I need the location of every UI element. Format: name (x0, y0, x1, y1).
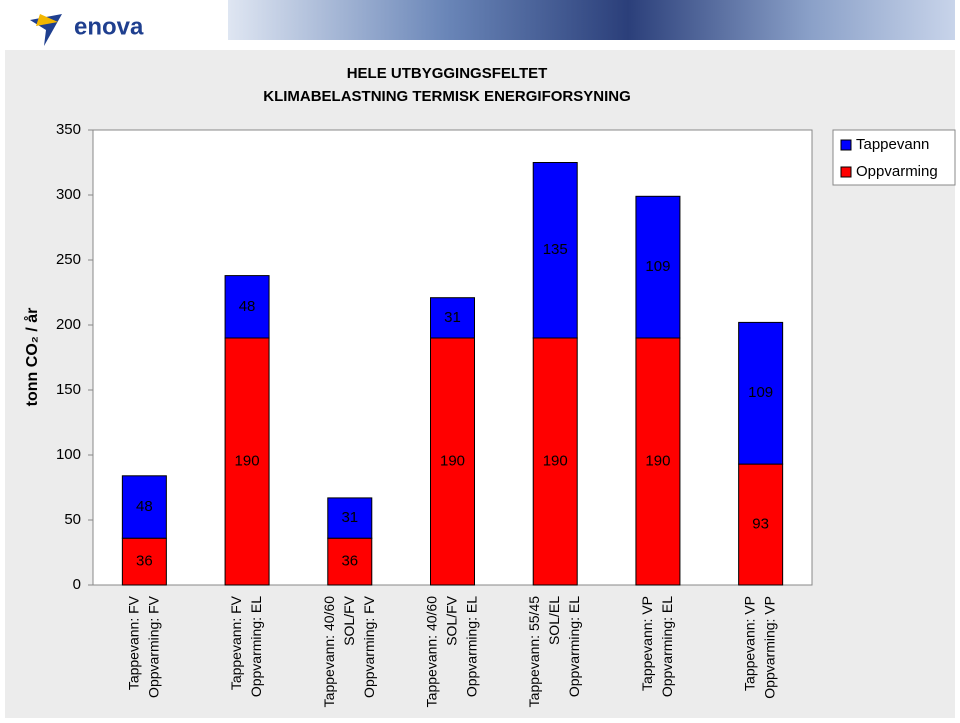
data-label: 190 (440, 452, 465, 469)
bar-segment (430, 337, 475, 586)
x-tick-label-line: Tappevann: 40/60 (423, 596, 439, 708)
bar-segment (224, 275, 270, 339)
data-label: 93 (752, 516, 769, 533)
bar-segment (327, 497, 373, 539)
data-label: 48 (239, 298, 256, 315)
x-tick-label-line: Oppvarming: VP (761, 596, 777, 699)
legend-label: Tappevann (856, 136, 929, 153)
x-tick-label: Tappevann: VP Oppvarming: EL (639, 596, 675, 697)
x-tick-label-line: SOL/FV (340, 595, 356, 645)
bar-segment (738, 321, 784, 465)
data-label: 190 (235, 452, 260, 469)
x-tick-label: Tappevann: 40/60 SOL/FV Oppvarming: EL (423, 595, 479, 707)
x-tick-label: Tappevann: FV Oppvarming: EL (228, 595, 264, 697)
y-tick-label: 250 (56, 251, 81, 268)
banner (228, 0, 955, 40)
legend-swatch (840, 139, 852, 151)
x-tick-label-line: Tappevann: 40/60 (320, 596, 336, 708)
bar-segment (532, 337, 578, 586)
x-tick-label: Tappevann: FV Oppvarming: FV (125, 595, 161, 698)
bar-segment (635, 337, 681, 586)
bar-segment (121, 475, 167, 539)
legend-swatch (840, 166, 852, 178)
data-label: 31 (444, 309, 461, 326)
y-tick-label: 300 (56, 186, 81, 203)
x-tick-label: Tappevann: 40/60 SOL/FV Oppvarming: FV (320, 595, 376, 707)
y-tick-label: 0 (73, 576, 81, 593)
x-tick-label-line: Tappevann: VP (639, 596, 655, 691)
x-tick-label-line: Oppvarming: FV (145, 595, 161, 698)
data-label: 36 (341, 553, 358, 570)
x-tick-label-line: Oppvarming: EL (248, 596, 264, 697)
y-tick-label: 100 (56, 446, 81, 463)
chart-title: KLIMABELASTNING TERMISK ENERGIFORSYNING (263, 88, 631, 105)
x-tick-label-line: Tappevann: VP (741, 596, 757, 691)
y-tick-label: 50 (64, 511, 81, 528)
x-tick-label-line: SOL/EL (546, 596, 562, 645)
data-label: 36 (136, 553, 153, 570)
data-label: 135 (543, 241, 568, 258)
data-label: 109 (748, 384, 773, 401)
y-tick-label: 150 (56, 381, 81, 398)
y-tick-label: 200 (56, 316, 81, 333)
x-tick-label-line: Oppvarming: EL (566, 596, 582, 697)
x-tick-label: Tappevann: 55/45 SOL/EL Oppvarming: EL (526, 596, 582, 708)
data-label: 190 (645, 452, 670, 469)
legend-label: Oppvarming (856, 163, 938, 180)
chart-title: HELE UTBYGGINGSFELTET (347, 65, 548, 82)
bar-segment (121, 537, 167, 586)
logo-text: enova (74, 13, 144, 40)
data-label: 190 (543, 452, 568, 469)
x-tick-label-line: Oppvarming: FV (360, 595, 376, 698)
logo: enova (30, 13, 144, 46)
data-label: 31 (341, 509, 358, 526)
bar-segment (532, 162, 578, 339)
y-axis-label: tonn CO₂ / år (23, 308, 41, 407)
y-tick-label: 350 (56, 121, 81, 138)
legend (832, 129, 956, 186)
bar-segment (635, 195, 681, 339)
x-tick-label-line: SOL/FV (443, 595, 459, 645)
bar-segment (224, 337, 270, 586)
data-label: 48 (136, 498, 153, 515)
data-label: 109 (645, 258, 670, 275)
bar-segment (327, 537, 373, 586)
logo-icon (36, 14, 58, 26)
x-tick-label-line: Oppvarming: EL (463, 596, 479, 697)
x-tick-label-line: Oppvarming: EL (659, 596, 675, 697)
bar-segment (430, 297, 475, 339)
x-tick-label-line: Tappevann: FV (228, 595, 244, 690)
x-tick-label-line: Tappevann: 55/45 (526, 596, 542, 708)
x-tick-label-line: Tappevann: FV (125, 595, 141, 690)
x-tick-label: Tappevann: VP Oppvarming: VP (741, 596, 777, 699)
